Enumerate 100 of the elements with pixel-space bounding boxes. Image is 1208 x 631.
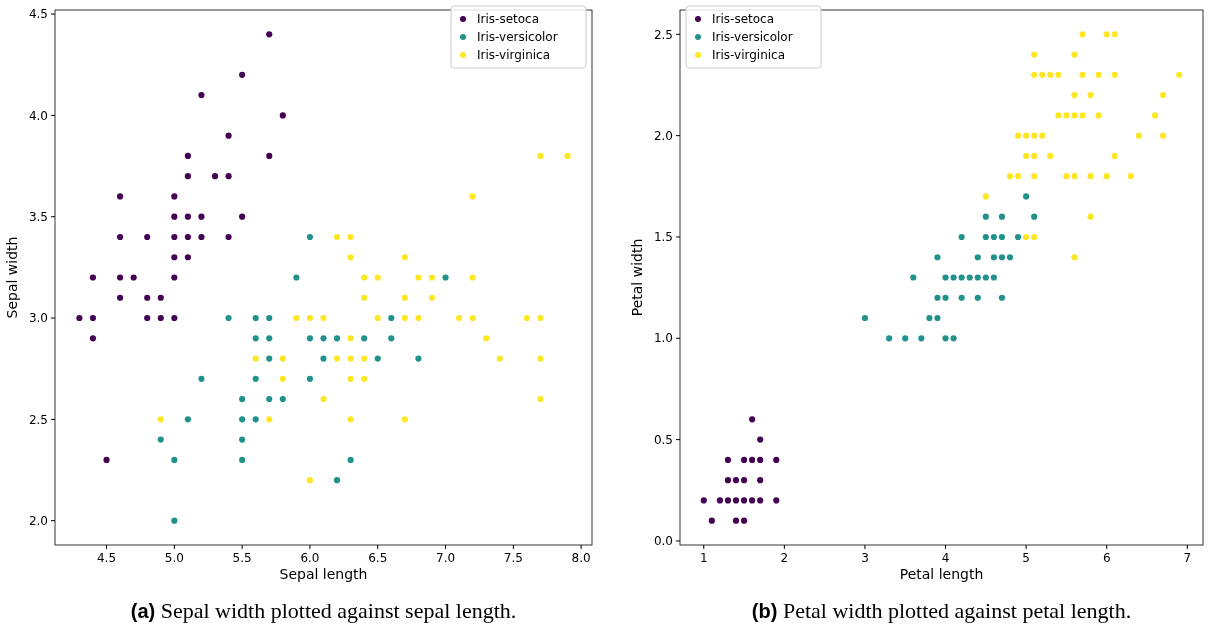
point xyxy=(934,254,941,261)
x-tick-label: 1 xyxy=(699,551,708,565)
x-tick-label: 2 xyxy=(780,551,789,565)
point xyxy=(279,355,286,362)
point xyxy=(749,456,756,463)
y-tick-label: 0.5 xyxy=(653,432,673,447)
point xyxy=(998,233,1006,241)
point xyxy=(724,456,732,463)
point xyxy=(958,233,965,241)
point xyxy=(157,436,164,443)
x-tick-label: 5 xyxy=(1022,551,1030,565)
point xyxy=(1039,132,1046,139)
legend-label: Iris-versicolor xyxy=(477,30,558,45)
y-tick-label: 2.5 xyxy=(653,27,673,42)
point xyxy=(225,233,232,241)
point xyxy=(89,314,97,322)
point xyxy=(1160,92,1167,99)
point xyxy=(266,416,273,423)
point xyxy=(1087,213,1094,220)
point xyxy=(333,477,341,484)
point xyxy=(990,274,997,281)
point xyxy=(1087,92,1094,99)
y-tick-label: 3.0 xyxy=(28,311,48,326)
point xyxy=(239,213,246,220)
point xyxy=(469,193,476,200)
point xyxy=(266,314,273,322)
x-tick-label: 5.0 xyxy=(164,551,184,565)
x-tick-label: 6.0 xyxy=(300,551,320,565)
point xyxy=(171,274,178,281)
point xyxy=(998,213,1006,220)
point xyxy=(239,416,246,423)
point xyxy=(740,497,748,504)
point xyxy=(1031,233,1038,241)
point xyxy=(732,517,740,524)
x-axis-title: Sepal length xyxy=(279,566,368,582)
point xyxy=(428,294,436,301)
point xyxy=(958,294,965,301)
point xyxy=(740,517,748,524)
point xyxy=(184,213,191,220)
legend-label: Iris-setoca xyxy=(712,12,775,27)
point xyxy=(1071,51,1078,58)
point xyxy=(266,396,273,403)
point xyxy=(171,517,178,524)
point xyxy=(333,233,341,241)
legend-label: Iris-virginica xyxy=(477,48,551,63)
legend-label: Iris-virginica xyxy=(712,48,786,63)
point xyxy=(469,274,476,281)
point xyxy=(225,173,232,180)
text: (b) Petal width plotted against petal length. xyxy=(751,598,1132,623)
x-tick-label: 8.0 xyxy=(571,551,591,565)
point xyxy=(239,436,246,443)
point xyxy=(740,477,748,484)
x-tick-label: 4 xyxy=(941,551,950,565)
point xyxy=(1071,92,1078,99)
point xyxy=(564,152,571,159)
point xyxy=(1103,31,1110,38)
point xyxy=(1063,173,1070,180)
point xyxy=(469,314,476,322)
x-tick-label: 6.5 xyxy=(368,551,388,565)
point xyxy=(1014,233,1022,241)
point xyxy=(157,294,164,301)
point xyxy=(1071,112,1078,119)
point xyxy=(89,274,97,281)
point xyxy=(347,233,354,241)
point xyxy=(266,152,273,159)
point xyxy=(306,314,314,322)
legend-label: Iris-versicolor xyxy=(712,30,793,45)
point xyxy=(306,477,314,484)
point xyxy=(388,335,395,342)
point xyxy=(1079,31,1086,38)
point xyxy=(306,335,314,342)
point xyxy=(1095,71,1102,78)
point xyxy=(724,477,732,484)
point xyxy=(157,416,164,423)
point xyxy=(279,112,286,119)
point xyxy=(1087,173,1094,180)
point xyxy=(225,314,232,322)
point xyxy=(749,416,756,423)
point xyxy=(749,497,756,504)
point xyxy=(252,416,259,423)
point xyxy=(974,254,981,261)
point xyxy=(239,71,246,78)
point xyxy=(1055,112,1062,119)
point xyxy=(1031,132,1038,139)
point xyxy=(1111,71,1118,78)
y-axis-title: Sepal width xyxy=(4,236,20,319)
point xyxy=(1063,112,1070,119)
point xyxy=(1111,31,1118,38)
x-tick-label: 3 xyxy=(861,551,869,565)
point xyxy=(211,173,219,180)
point xyxy=(1023,233,1030,241)
point xyxy=(333,335,341,342)
point xyxy=(374,274,381,281)
point xyxy=(76,314,83,322)
point xyxy=(966,274,973,281)
point xyxy=(732,497,740,504)
x-tick-label: 5.5 xyxy=(232,551,252,565)
point xyxy=(374,314,381,322)
x-tick-label: 6 xyxy=(1102,551,1111,565)
point xyxy=(198,213,205,220)
